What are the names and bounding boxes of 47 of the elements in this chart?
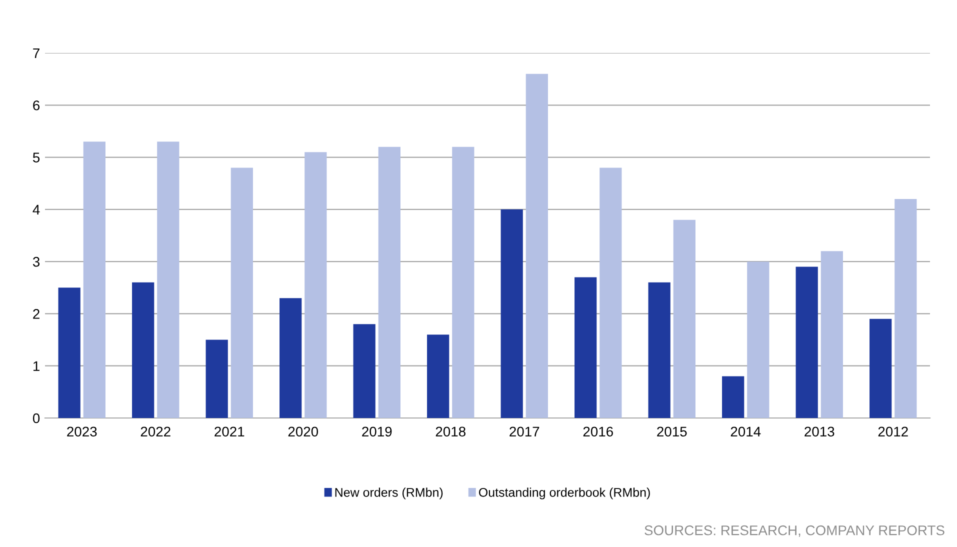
bar [820,251,843,418]
x-tick-label: 2020 [288,426,318,437]
x-tick-label: 2014 [730,426,761,437]
bar [378,146,400,418]
bar [796,266,818,418]
source-note: SOURCES: RESEARCH, COMPANY REPORTS [644,525,944,537]
legend-label: New orders (RMbn) [335,488,443,500]
bar [600,168,622,418]
x-tick-label: 2018 [436,426,466,437]
y-tick-label: 3 [32,256,40,267]
x-tick-label: 2016 [583,426,613,437]
bar [452,146,474,418]
x-tick-label: 2015 [657,426,687,437]
x-tick-label: 2021 [214,426,244,437]
y-tick-label: 2 [33,309,40,319]
x-tick-label: 2017 [510,426,540,437]
y-tick-label: 0 [32,413,40,424]
bar [206,340,228,418]
bar [157,142,180,418]
bar [230,168,253,418]
y-tick-label: 1 [33,361,40,371]
x-tick-label: 2023 [67,426,97,437]
y-tick-label: 5 [32,152,40,162]
bar [894,199,917,418]
bar [870,318,892,418]
y-tick-label: 7 [33,48,40,58]
y-tick-label: 4 [32,204,40,214]
legend-label: Outstanding orderbook (RMbn) [478,488,650,500]
y-tick-label: 6 [33,100,40,110]
bar [132,282,154,418]
bar [280,298,302,418]
x-tick-label: 2012 [878,426,908,437]
bar [526,74,548,418]
bar [353,324,376,418]
x-tick-label: 2019 [362,426,392,437]
x-tick-label: 2013 [804,426,834,437]
bar [722,376,744,418]
bar [83,142,106,418]
bar [500,209,523,418]
bar [673,220,696,418]
x-tick-label: 2022 [140,426,170,437]
bar [648,282,670,418]
bar [747,262,770,418]
bar [574,277,597,418]
bar [304,152,327,418]
bar [58,288,80,418]
bar [427,334,450,418]
